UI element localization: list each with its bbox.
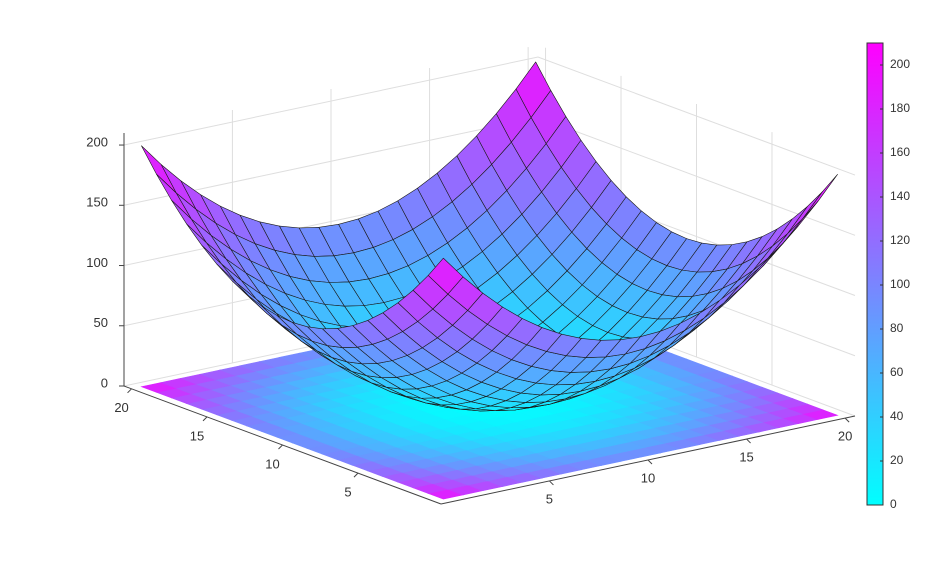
x-tick bbox=[746, 438, 751, 444]
colorbar-tick-label: 180 bbox=[890, 101, 910, 115]
colorbar-tick-label: 160 bbox=[890, 145, 910, 159]
x-tick bbox=[549, 480, 554, 486]
z-tick-label: 0 bbox=[101, 375, 108, 390]
surface-face bbox=[141, 145, 177, 194]
z-tick-label: 100 bbox=[86, 255, 108, 270]
x-tick-label: 5 bbox=[546, 491, 553, 506]
grid-line bbox=[123, 56, 856, 176]
colorbar-tick-label: 40 bbox=[890, 409, 904, 423]
x-tick bbox=[647, 459, 653, 465]
z-tick-label: 50 bbox=[94, 315, 108, 330]
y-tick bbox=[202, 416, 208, 422]
y-tick-label: 5 bbox=[344, 485, 351, 500]
colorbar-tick-label: 120 bbox=[890, 233, 910, 247]
colorbar-tick-label: 0 bbox=[890, 497, 897, 511]
x-tick-label: 10 bbox=[641, 470, 655, 485]
colorbar-tick-label: 20 bbox=[890, 453, 904, 467]
z-tick-label: 200 bbox=[86, 134, 108, 149]
z-tick-label: 150 bbox=[86, 195, 108, 210]
colorbar bbox=[866, 42, 884, 506]
surface-face bbox=[772, 206, 808, 247]
x-tick-label: 15 bbox=[739, 449, 753, 464]
x-tick bbox=[844, 417, 850, 423]
surface-face bbox=[427, 257, 464, 295]
colorbar-tick-label: 60 bbox=[890, 365, 904, 379]
surface-face bbox=[802, 174, 838, 219]
y-tick-label: 10 bbox=[265, 456, 279, 471]
colorbar-tick-label: 200 bbox=[890, 57, 910, 71]
y-tick-label: 15 bbox=[190, 428, 204, 443]
y-tick bbox=[278, 444, 283, 450]
colorbar-tick-label: 140 bbox=[890, 189, 910, 203]
colorbar-tick-label: 80 bbox=[890, 321, 904, 335]
x-tick-label: 20 bbox=[838, 429, 852, 444]
y-tick bbox=[127, 388, 132, 394]
colorbar-tick-label: 100 bbox=[890, 277, 910, 291]
y-tick-label: 20 bbox=[114, 400, 128, 415]
y-tick bbox=[353, 472, 359, 478]
